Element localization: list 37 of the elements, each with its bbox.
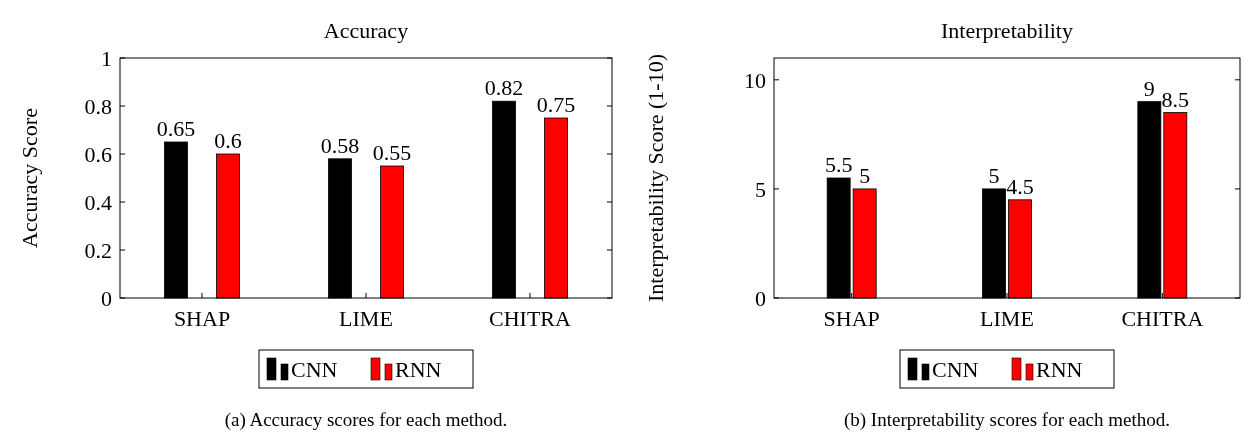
- data-label: 5.5: [824, 152, 853, 177]
- x-tick-label: SHAP: [173, 306, 231, 331]
- data-label: 9: [1143, 75, 1155, 101]
- y-tick-label: 0.2: [84, 237, 112, 263]
- x-tick-label: LIME: [980, 306, 1034, 331]
- y-axis-title: Accuracy Score: [17, 108, 43, 248]
- y-axis-title: Interpretability Score (1-10): [643, 53, 669, 303]
- chart-title: Interpretability: [941, 18, 1073, 43]
- y-tick-label: 0.8: [84, 93, 112, 119]
- y-tick-label: 0: [101, 285, 112, 311]
- x-tick-label: SHAP: [823, 306, 880, 331]
- x-tick-label: CHITRA: [489, 306, 572, 331]
- y-tick-label: 1: [101, 45, 112, 71]
- legend-label: RNN: [395, 357, 442, 382]
- data-label: 5: [988, 162, 1000, 188]
- data-label: 0.55: [372, 140, 412, 165]
- chart-title: Accuracy: [323, 18, 409, 43]
- legend-label: CNN: [932, 357, 979, 382]
- data-label: 8.5: [1161, 86, 1190, 112]
- y-tick-label: 0: [755, 285, 766, 311]
- data-label: 0.75: [536, 92, 576, 117]
- legend-label: CNN: [291, 357, 338, 382]
- x-tick-label: CHITRA: [1121, 306, 1204, 331]
- x-tick-label: LIME: [339, 306, 393, 331]
- text: (b) Interpretability scores for each method.: [843, 409, 1171, 431]
- text: (a) Accuracy scores for each method.: [224, 409, 508, 431]
- data-label: 4.5: [1006, 173, 1034, 199]
- y-tick-label: 0.4: [84, 189, 112, 215]
- data-label: 0.82: [484, 75, 524, 101]
- data-label: 0.6: [214, 128, 242, 153]
- y-tick-label: 0.6: [84, 141, 112, 167]
- data-label: 5: [859, 162, 871, 188]
- y-tick-label: 10: [744, 67, 766, 93]
- legend-label: RNN: [1036, 357, 1083, 382]
- data-label: 0.65: [156, 116, 196, 141]
- y-tick-label: 5: [755, 176, 766, 202]
- data-label: 0.58: [320, 132, 360, 158]
